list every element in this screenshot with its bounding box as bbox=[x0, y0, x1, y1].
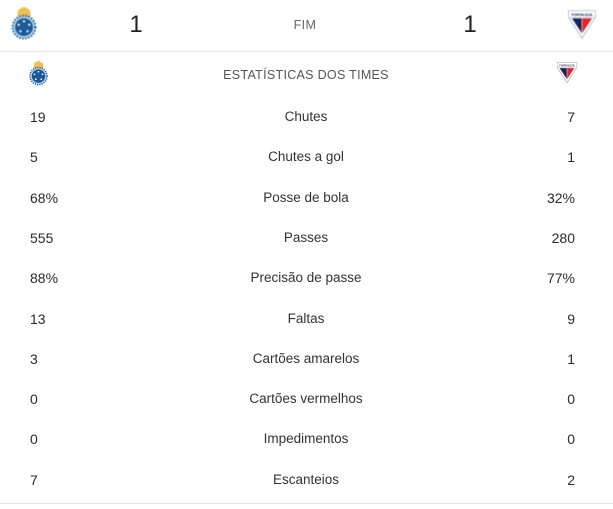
svg-text:FORTALEZA: FORTALEZA bbox=[559, 63, 574, 67]
svg-text:FORTALEZA: FORTALEZA bbox=[572, 13, 593, 17]
